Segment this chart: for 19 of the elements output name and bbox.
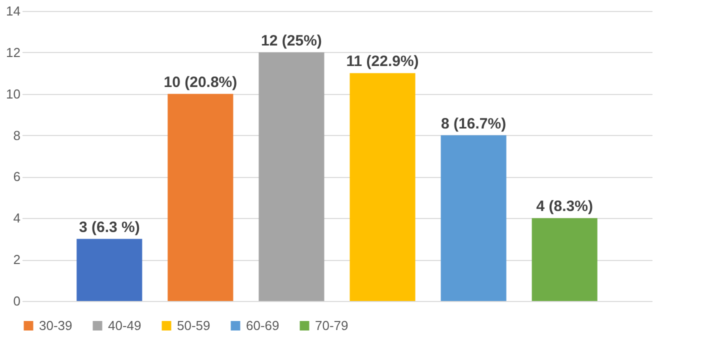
- y-tick-label: 12: [6, 44, 20, 60]
- y-tick-label: 0: [13, 294, 20, 308]
- y-tick-label: 8: [13, 128, 20, 143]
- data-label: 8 (16.7%): [441, 115, 506, 132]
- data-label: 12 (25%): [261, 32, 322, 50]
- legend-label: 30-39: [39, 318, 72, 333]
- legend-label: 40-49: [108, 318, 142, 333]
- y-tick-label: 6: [13, 169, 20, 184]
- data-label: 4 (8.3%): [536, 198, 593, 216]
- data-label: 3 (6.3 %): [78, 218, 140, 236]
- y-tick-label: 10: [6, 86, 20, 102]
- data-label: 11 (22.9%): [346, 53, 419, 70]
- legend-label: 60-69: [246, 318, 280, 333]
- y-tick-label: 2: [13, 252, 20, 268]
- legend-label: 50-59: [177, 318, 210, 333]
- legend-label: 70-79: [315, 318, 348, 333]
- data-label: 10 (20.8%): [164, 74, 238, 91]
- y-tick-label: 4: [13, 210, 20, 226]
- y-tick-label: 14: [6, 4, 20, 18]
